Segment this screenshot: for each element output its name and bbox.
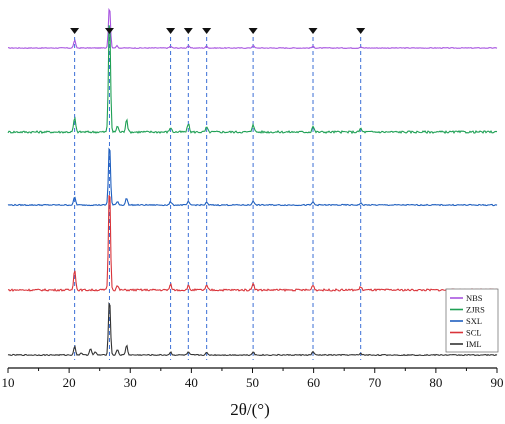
x-tick-label-20: 20 [63, 375, 76, 390]
series-line-zjrs [7, 25, 498, 135]
x-tick-label-70: 70 [368, 375, 381, 390]
peak-markers [70, 28, 366, 34]
peak-marker-7 [356, 28, 366, 34]
peak-marker-3 [183, 28, 193, 34]
legend-label-iml: IML [466, 339, 482, 349]
series-line-iml [7, 301, 498, 357]
series-line-nbs [7, 7, 498, 50]
legend-label-scl: SCL [466, 328, 482, 338]
reference-lines [74, 37, 362, 360]
x-tick-label-90: 90 [491, 375, 504, 390]
peak-marker-2 [166, 28, 176, 34]
peak-marker-1 [104, 28, 114, 34]
peak-marker-4 [202, 28, 212, 34]
legend-label-sxl: SXL [466, 316, 482, 326]
peak-marker-6 [308, 28, 318, 34]
series-line-sxl [7, 147, 498, 207]
peak-marker-5 [248, 28, 258, 34]
x-tick-label-60: 60 [307, 375, 320, 390]
x-tick-label-80: 80 [429, 375, 442, 390]
series-traces [7, 7, 498, 357]
x-tick-label-10: 10 [2, 375, 15, 390]
x-axis: 10 20 30 40 50 60 70 80 90 [2, 367, 504, 390]
x-axis-title: 2θ/(°) [230, 400, 270, 419]
legend-label-zjrs: ZJRS [466, 305, 485, 315]
x-tick-label-30: 30 [124, 375, 137, 390]
legend-label-nbs: NBS [466, 293, 483, 303]
x-tick-label-50: 50 [246, 375, 259, 390]
peak-marker-0 [70, 28, 80, 34]
series-line-scl [7, 194, 498, 293]
x-tick-label-40: 40 [185, 375, 198, 390]
